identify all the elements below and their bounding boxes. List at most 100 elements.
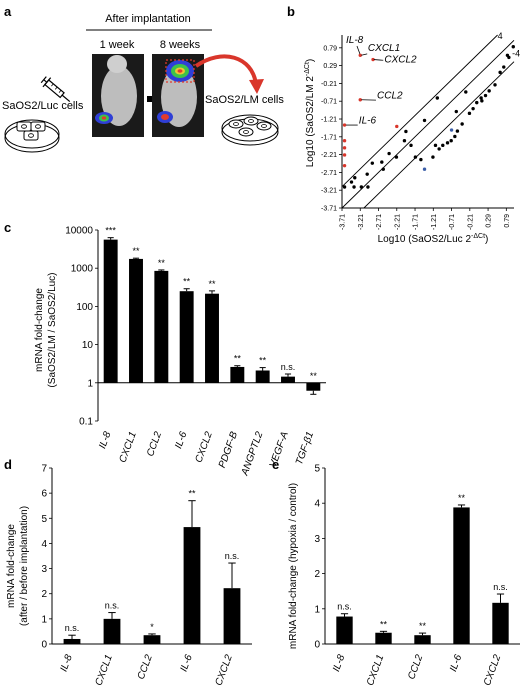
data-point-red <box>358 53 362 57</box>
data-point-black <box>460 122 464 126</box>
week1-label: 1 week <box>100 39 135 51</box>
data-point-black <box>437 147 441 151</box>
y-tick-label: 5 <box>314 464 320 475</box>
x-tick-label: -0.71 <box>449 214 456 230</box>
y-tick-label: 7 <box>41 464 47 475</box>
fold-line-label-4: 4 <box>498 31 503 41</box>
data-point-black <box>449 139 453 143</box>
y-tick-label: 0 <box>41 640 47 651</box>
bar <box>492 602 509 644</box>
y-tick-label: 100 <box>76 302 93 313</box>
category-label: TGF-β1 <box>294 430 316 466</box>
data-point-black <box>387 151 391 156</box>
data-point-red <box>342 123 347 127</box>
significance-label: ** <box>183 277 191 287</box>
curved-arrow-head-icon <box>249 79 264 94</box>
significance-label: n.s. <box>493 582 508 592</box>
data-point-black <box>394 155 399 159</box>
panel-b-x-axis-label: Log10 (SaOS2/Luc 2-ΔCt) <box>378 233 489 245</box>
y-tick-label: 0.79 <box>323 45 337 52</box>
y-tick-label: -3.71 <box>321 206 337 213</box>
data-point-blue <box>422 167 427 171</box>
y-tick-label: 2 <box>41 589 47 600</box>
category-label: IL-6 <box>173 430 189 450</box>
category-label: ANGPTL2 <box>239 430 265 478</box>
x-tick-label: -3.71 <box>340 214 347 230</box>
bar <box>306 382 321 391</box>
data-point-red <box>342 146 347 150</box>
data-point-black <box>380 160 384 164</box>
y-tick-label: 0.29 <box>323 63 337 70</box>
data-point-black <box>464 90 468 94</box>
data-point-black <box>471 106 475 111</box>
bar <box>205 293 219 383</box>
data-point-black <box>365 172 369 176</box>
data-point-black <box>431 155 435 159</box>
y-tick-label: -1.71 <box>321 134 337 141</box>
data-point-black <box>475 100 479 105</box>
bar <box>183 527 201 644</box>
significance-label: ** <box>259 356 267 366</box>
fold-line-label-minus4: -4 <box>512 48 520 58</box>
data-point-red <box>395 124 399 129</box>
bar <box>281 376 295 383</box>
gene-label-pointer <box>356 45 361 55</box>
panel-e-y-axis-label: mRNA fold-change (hypoxia / control) <box>288 483 299 649</box>
significance-label: ** <box>208 279 216 289</box>
gene-label: IL-8 <box>346 35 364 46</box>
data-point-black <box>349 180 354 184</box>
scatter-plot-b: 0.79 0.29 -0.21 -0.71 -1.21 -1.71 -2.21 -2.71 -3… <box>321 31 520 230</box>
x-tick-label: -1.71 <box>413 214 420 230</box>
x-tick-label: 0.29 <box>486 214 493 228</box>
panel-a: a After implantation 1 week 8 weeks <box>2 4 284 153</box>
data-point-black <box>483 93 488 98</box>
significance-label: n.s. <box>105 601 120 611</box>
curved-arrow-icon <box>194 54 258 85</box>
category-label: CCL2 <box>406 653 425 681</box>
y-tick-label: 5 <box>41 514 47 525</box>
bar <box>255 370 270 383</box>
data-point-black <box>409 143 413 148</box>
data-point-black <box>493 83 497 87</box>
bar-chart-c: 0.1 1 10 100 1000 10000 *** IL-8 ** CXCL1 ** CCL2 **… <box>65 226 326 478</box>
data-point-red <box>342 139 347 143</box>
data-point-blue <box>449 128 454 132</box>
data-point-black <box>511 45 515 49</box>
petri-dish-left-icon <box>4 119 60 153</box>
fold-change-diagonal-line <box>363 61 515 209</box>
y-tick-label: 10000 <box>65 226 93 237</box>
y-tick-label: -2.21 <box>321 152 337 159</box>
significance-label: n.s. <box>337 602 352 612</box>
bar <box>63 638 81 644</box>
panel-d-letter: d <box>4 457 12 472</box>
category-label: CCL2 <box>145 430 164 458</box>
data-point-black <box>422 118 427 123</box>
bar-chart-d: 0 1 2 3 4 5 6 7 n.s. IL-8 n.s. CXCL1 * CCL2 ** IL-6 n.s.… <box>41 464 252 685</box>
data-point-black <box>453 134 457 139</box>
bar <box>223 588 241 644</box>
y-tick-label: -3.21 <box>321 188 337 195</box>
bar <box>414 635 431 644</box>
panel-a-letter: a <box>4 4 12 19</box>
category-label: IL-6 <box>448 653 464 673</box>
gene-label: CXCL2 <box>384 54 417 65</box>
data-point-red <box>358 98 362 102</box>
panel-d-y-axis-label-2: (after / before implantation) <box>19 506 30 626</box>
y-tick-label: 10 <box>82 340 94 351</box>
y-tick-label: -0.21 <box>321 81 337 88</box>
x-tick-label: -1.21 <box>431 214 438 230</box>
bar <box>453 507 470 644</box>
data-point-red <box>371 57 375 62</box>
significance-label: * <box>150 622 154 632</box>
bar <box>143 635 161 644</box>
significance-label: *** <box>105 226 116 236</box>
data-point-black <box>353 176 357 180</box>
data-point-black <box>467 111 472 116</box>
category-label: CXCL2 <box>482 653 504 685</box>
y-tick-label: 1000 <box>71 264 94 275</box>
data-point-black <box>404 129 408 134</box>
y-tick-label: 4 <box>314 499 320 510</box>
y-tick-label: -2.71 <box>321 170 337 177</box>
panel-c-letter: c <box>4 220 11 235</box>
data-point-black <box>381 167 385 171</box>
